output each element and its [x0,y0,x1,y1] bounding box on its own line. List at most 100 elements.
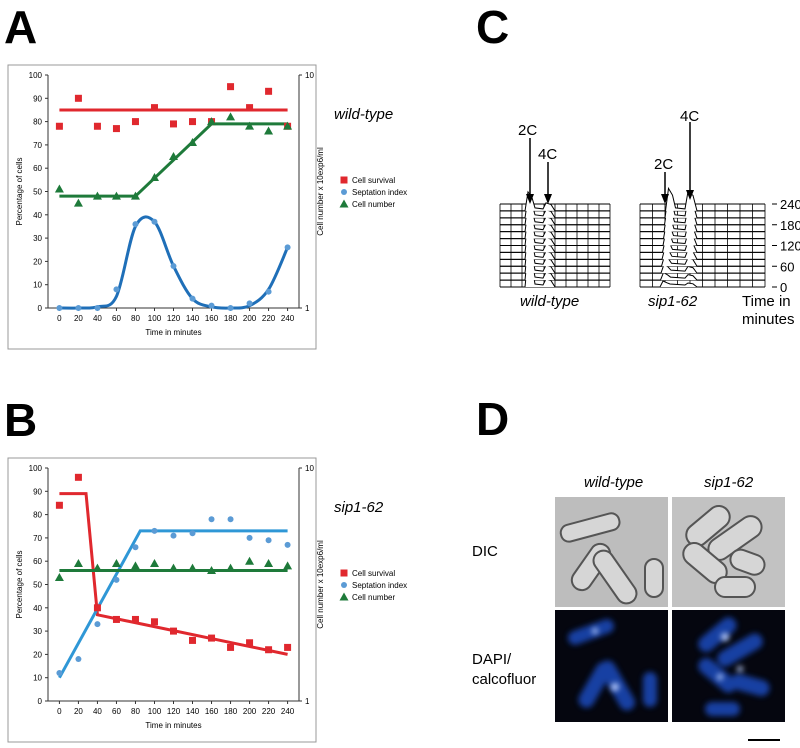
x-tick-label: 200 [243,707,257,716]
chart-frame [7,457,317,743]
histogram-trace [640,186,765,212]
y-tick-label: 80 [33,118,42,127]
marker [131,118,139,126]
cells [559,505,766,605]
histogram-trace [640,263,765,274]
marker [151,527,158,534]
panel-label: D [476,393,510,445]
marker [113,286,120,293]
peak-label: 2C [654,156,674,173]
panel-label: A [4,1,37,53]
marker [283,121,293,130]
marker [150,104,158,112]
x-tick-label: 140 [186,707,200,716]
marker [265,87,273,95]
y-tick-label: 10 [33,674,42,683]
y-tick-label: 20 [33,257,42,266]
marker [112,125,120,133]
legend-marker [340,176,348,184]
legend-label: Cell survival [352,569,395,578]
time-tick-label: 60 [780,259,794,274]
legend-label: Cell number [352,593,395,602]
strain-label: sip1-62 [648,293,698,310]
marker [227,305,234,311]
y-tick-label: 90 [33,487,42,496]
y2-tick-label: 10 [305,464,314,473]
marker [93,604,101,612]
marker [284,643,292,651]
marker [54,184,64,193]
x-tick-label: 100 [148,314,162,323]
time-tick-label: 240 [780,197,800,212]
marker [208,634,216,642]
x-tick-label: 200 [243,314,257,323]
y-tick-label: 40 [33,604,42,613]
marker [208,516,215,523]
marker [246,534,253,541]
marker [188,138,198,147]
marker [54,572,64,581]
marker [56,670,63,677]
marker [265,646,273,654]
micrographs [555,497,785,741]
x-tick-label: 20 [74,707,83,716]
marker [170,532,177,539]
x-tick-label: 0 [57,707,62,716]
marker [111,191,121,200]
marker [227,516,234,523]
marker [56,305,63,311]
time-label: Time in minutes [742,293,795,328]
marker [73,198,83,207]
x-axis-label: Time in minutes [145,328,201,337]
panel-label: C [476,1,510,53]
histogram-trace [640,246,765,260]
marker [208,302,215,309]
y-tick-label: 100 [29,464,43,473]
marker [264,126,274,135]
panel-label: B [4,394,37,446]
fit-line [59,492,288,656]
legend-label: Cell survival [352,176,395,185]
marker [130,191,140,200]
y-tick-label: 80 [33,511,42,520]
y-tick-label: 50 [33,188,42,197]
time-tick-label: 120 [780,239,800,254]
peak-label: 4C [538,146,558,163]
time-tick-label: 180 [780,218,800,233]
marker [246,300,253,307]
histogram-trace [640,237,765,253]
marker [264,559,274,568]
legend-marker [341,582,347,588]
fit-line [59,122,288,198]
marker [226,112,236,121]
x-tick-label: 220 [262,314,276,323]
histogram-trace [640,254,765,267]
marker [131,615,139,623]
marker [170,120,177,128]
y-tick-label: 70 [33,534,42,543]
chart-frame [7,64,317,350]
marker [245,121,255,130]
marker [75,305,82,311]
marker [169,563,178,572]
x-tick-label: 80 [131,707,140,716]
y2-tick-label: 1 [305,697,310,706]
marker [246,639,254,647]
x-tick-label: 40 [93,707,102,716]
marker [188,563,198,572]
legend-marker [339,592,349,601]
marker [169,151,178,160]
marker [113,576,120,583]
y-tick-label: 30 [33,627,42,636]
x-tick-label: 180 [224,707,238,716]
y-axis-label: Percentage of cells [15,157,24,225]
y2-tick-label: 1 [305,304,310,313]
x-tick-label: 40 [93,314,102,323]
arrowhead [686,190,694,200]
marker [94,621,101,628]
marker [265,537,272,544]
marker [130,561,140,570]
peak-label: 2C [518,122,538,139]
arrowhead [526,194,534,204]
